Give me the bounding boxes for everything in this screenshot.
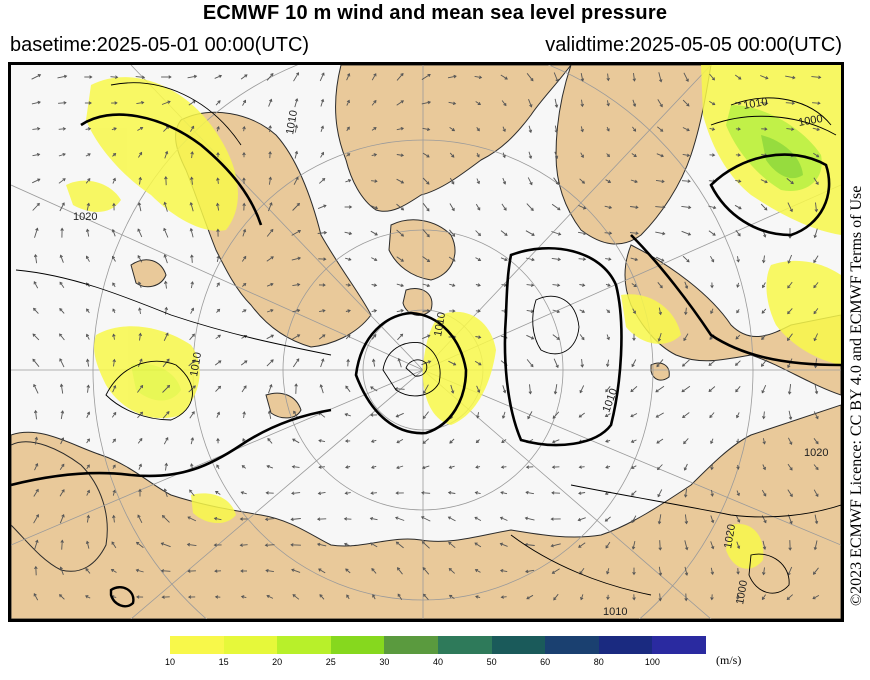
legend-swatch [545,636,599,654]
isobar-label: 1000 [797,113,823,129]
legend-swatch [384,636,438,654]
legend-swatch [277,636,331,654]
isobar-label: 1010 [284,109,300,135]
legend-swatch [491,636,546,654]
isobar-label: 1010 [603,606,627,618]
legend-tick-label: 60 [540,657,551,667]
legend-tick-label: 50 [486,657,497,667]
map-title: ECMWF 10 m wind and mean sea level press… [202,2,668,24]
isobar-label: 1010 [742,96,768,112]
map-canvas: 1020 1010 1010 1010 1020 1000 1010 1010 … [11,65,841,619]
weather-map: 1020 1010 1010 1010 1020 1000 1010 1010 … [8,62,844,622]
legend-tick-label: 15 [218,657,229,667]
isobar-label: 1010 [432,311,448,337]
legend-units: (m/s) [716,653,742,667]
legend-swatch [170,636,224,654]
isobar-label: 1020 [804,447,828,459]
isobar-label: 1020 [722,523,738,549]
legend-swatch [330,636,385,654]
legend-tick-label: 30 [379,657,390,667]
legend-tick-label: 25 [325,657,336,667]
legend-tick-label: 100 [644,657,660,667]
legend-labels: 10 15 20 25 30 40 50 60 80 100 [165,657,706,671]
legend-tick-label: 20 [272,657,283,667]
legend-swatch [598,636,653,654]
basetime-label: basetime:2025-05-01 00:00(UTC) [10,34,310,56]
legend-swatch [437,636,492,654]
isobars [11,82,841,608]
legend-tick-label: 80 [593,657,604,667]
legend-swatch [223,636,278,654]
legend-swatch [652,636,706,654]
wind-speed-legend [170,636,706,654]
license-text: ©2023 ECMWF Licence: CC BY 4.0 and ECMWF… [848,185,865,606]
validtime-label: validtime:2025-05-05 00:00(UTC) [545,34,842,56]
legend-tick-label: 10 [164,657,176,667]
isobar-label: 1000 [734,579,750,605]
isobar-labels: 1020 1010 1010 1010 1020 1000 1010 1010 … [73,96,828,618]
isobar-label: 1020 [73,211,97,223]
isobar-label: 1010 [188,351,204,377]
legend-tick-label: 40 [432,657,444,667]
